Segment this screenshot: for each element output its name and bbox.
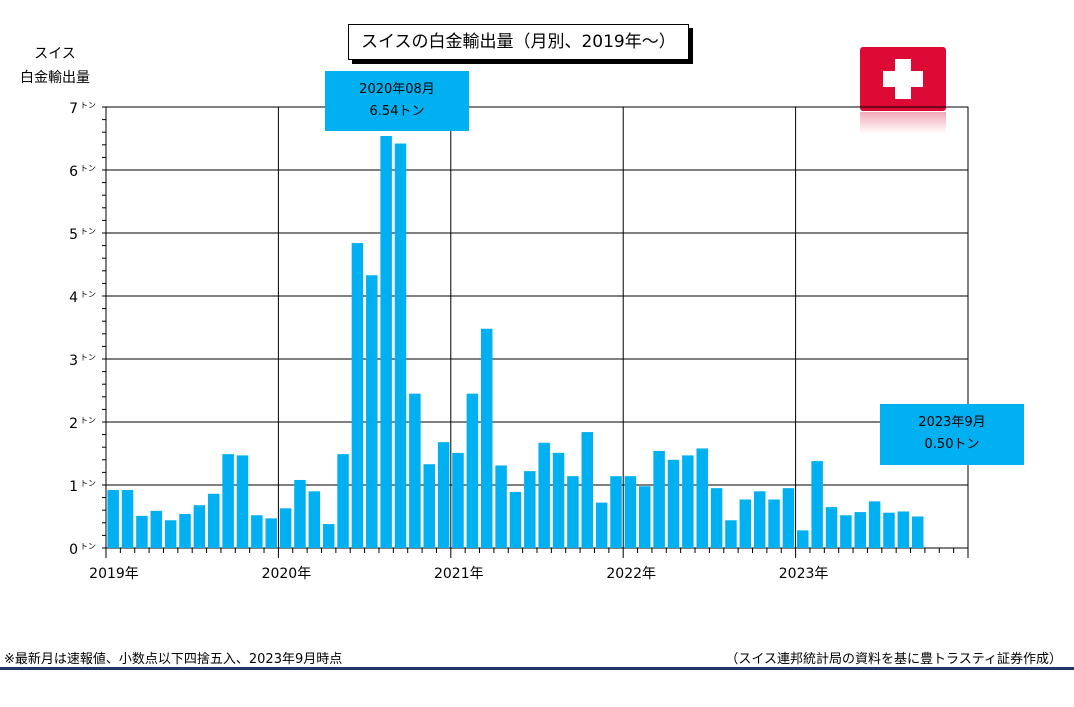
bar-2022-11 (768, 499, 780, 548)
bar-2019-07 (193, 505, 206, 548)
x-tick-label: 2021年 (434, 566, 484, 582)
bar-2021-09 (567, 476, 579, 548)
bar-2021-12 (610, 476, 622, 548)
y-tick-unit: トン (80, 416, 96, 425)
bar-2020-03 (308, 491, 321, 548)
y-tick-unit: トン (80, 479, 96, 488)
y-tick-unit: トン (80, 542, 96, 551)
callout-peak: 2020年08月 6.54トン (325, 71, 469, 131)
callout-latest: 2023年9月 0.50トン (880, 404, 1024, 465)
callout-latest-date: 2023年9月 (918, 415, 986, 430)
bar-2022-03 (653, 450, 665, 548)
y-tick-label: 7 (69, 101, 78, 117)
bar-2019-06 (179, 513, 191, 548)
y-tick-label: 1 (69, 479, 78, 495)
y-tick-unit: トン (80, 227, 96, 236)
bar-2022-10 (753, 491, 766, 548)
bar-2021-05 (509, 491, 522, 548)
y-tick-label: 4 (69, 290, 78, 306)
bar-2020-10 (409, 393, 421, 548)
bar-2022-07 (710, 488, 723, 548)
bar-2023-03 (825, 507, 838, 548)
bar-2019-05 (164, 520, 177, 548)
bar-2020-07 (366, 275, 378, 548)
bar-2020-01 (279, 508, 292, 548)
x-tick-label: 2019年 (89, 566, 139, 582)
bar-2021-03 (480, 328, 493, 548)
bar-2020-09 (394, 143, 407, 549)
bar-2021-06 (524, 471, 536, 548)
x-tick-label: 2023年 (779, 566, 829, 582)
bar-2019-02 (121, 490, 134, 548)
bar-2020-05 (337, 454, 349, 548)
y-tick-unit: トン (80, 164, 96, 173)
y-tick-unit: トン (80, 290, 96, 299)
chart-title: スイスの白金輸出量（月別、2019年～） (348, 24, 689, 60)
y-axis-label: スイス 白金輸出量 (8, 42, 102, 90)
y-axis-label-line2: 白金輸出量 (20, 70, 90, 86)
bar-2019-01 (107, 490, 119, 548)
bar-2023-09 (911, 516, 924, 548)
bar-2022-01 (624, 476, 637, 548)
bar-2022-05 (682, 455, 694, 548)
bar-2022-04 (667, 459, 680, 548)
bar-2022-06 (696, 448, 708, 548)
bar-2023-07 (883, 512, 895, 548)
y-tick-label: 2 (69, 416, 78, 432)
bar-2020-06 (351, 243, 364, 548)
bar-2021-10 (581, 432, 594, 548)
bar-2022-08 (725, 520, 737, 548)
flag-reflection (860, 112, 946, 134)
bar-2020-12 (437, 442, 450, 548)
bar-2019-08 (208, 493, 220, 548)
swiss-flag-icon (860, 47, 946, 111)
bar-2023-05 (854, 512, 866, 548)
y-tick-unit: トン (80, 353, 96, 362)
callout-latest-value: 0.50トン (924, 437, 980, 452)
bar-2020-11 (423, 464, 435, 548)
plot-frame (105, 106, 969, 549)
bar-2019-03 (136, 515, 148, 548)
x-tick-label: 2020年 (262, 566, 312, 582)
y-tick-unit: トン (80, 101, 96, 110)
y-axis-label-line1: スイス (34, 46, 76, 62)
footer-divider (0, 667, 1074, 670)
callout-peak-value: 6.54トン (369, 104, 425, 119)
bar-2021-07 (538, 442, 550, 548)
y-tick-label: 0 (69, 542, 78, 558)
bar-2019-09 (222, 454, 234, 548)
bar-2022-12 (782, 488, 795, 548)
bar-2019-11 (251, 515, 263, 548)
y-tick-label: 5 (69, 227, 78, 243)
bar-2019-10 (236, 455, 249, 548)
bar-2021-01 (452, 452, 464, 548)
source-note: （スイス連邦統計局の資料を基に豊トラスティ証券作成） (725, 652, 1062, 667)
bar-2023-02 (811, 461, 823, 548)
bar-2021-11 (595, 502, 608, 548)
bar-2023-01 (797, 530, 809, 548)
bar-2023-06 (868, 501, 881, 548)
bar-2021-08 (552, 452, 565, 548)
y-tick-label: 6 (69, 164, 78, 180)
bar-2019-12 (265, 518, 277, 548)
bar-2020-04 (322, 524, 335, 548)
x-tick-label: 2022年 (606, 566, 656, 582)
bar-2020-08 (380, 135, 392, 549)
callout-peak-date: 2020年08月 (359, 82, 435, 97)
bar-2021-04 (495, 465, 507, 548)
bar-2023-04 (840, 515, 852, 548)
y-tick-label: 3 (69, 353, 78, 369)
bar-2021-02 (466, 393, 479, 548)
bar-2023-08 (897, 511, 910, 548)
bar-2022-02 (639, 486, 651, 548)
bar-2019-04 (150, 510, 163, 548)
bar-2022-09 (739, 499, 752, 548)
footnote: ※最新月は速報値、小数点以下四捨五入、2023年9月時点 (4, 652, 343, 667)
bar-2020-02 (294, 479, 306, 548)
